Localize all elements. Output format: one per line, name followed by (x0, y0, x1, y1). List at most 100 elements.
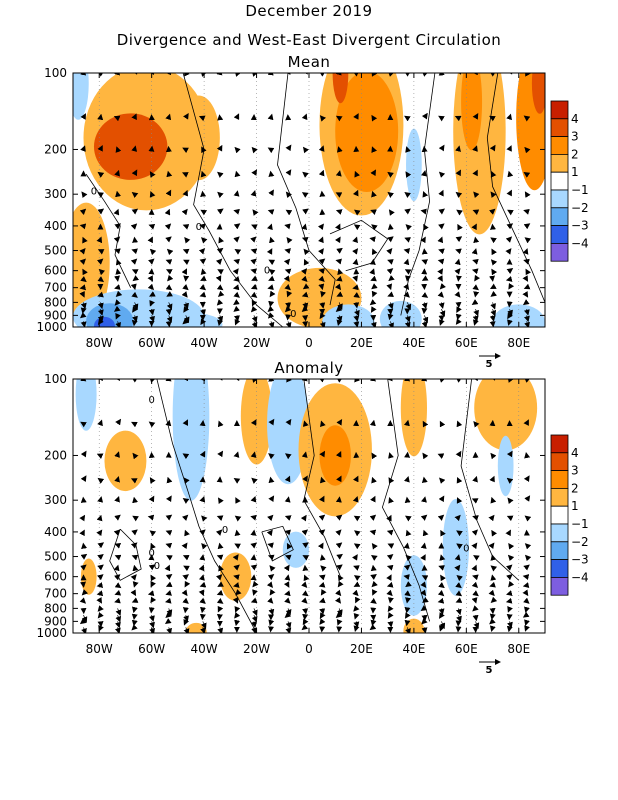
wind-vector (79, 597, 87, 604)
wind-vector (490, 237, 497, 244)
wind-vector (217, 581, 224, 587)
wind-vector (251, 275, 258, 281)
wind-vector (81, 589, 89, 596)
wind-vector (506, 625, 513, 633)
wind-vector (81, 191, 88, 199)
wind-vector (439, 612, 445, 619)
colorbar-swatch (550, 434, 569, 454)
wind-vector (506, 450, 513, 458)
wind-vector (97, 308, 104, 316)
wind-vector (200, 170, 207, 178)
wind-vector (165, 259, 173, 265)
wind-vector (285, 608, 292, 616)
wind-vector (455, 313, 462, 321)
wind-vector (198, 589, 205, 597)
wind-vector (148, 258, 155, 265)
wind-vector (184, 237, 191, 244)
wind-vector (130, 223, 138, 230)
wind-vector (506, 189, 512, 197)
wind-vector (523, 475, 530, 482)
wind-vector (353, 321, 360, 327)
wind-vector (353, 224, 361, 231)
wind-vector (524, 237, 532, 244)
wind-vector (284, 529, 291, 536)
wind-vector (302, 283, 310, 290)
wind-vector (166, 291, 173, 297)
wind-vector (149, 530, 157, 537)
wind-vector (336, 247, 343, 254)
colorbar-label: −4 (571, 570, 589, 584)
x-tick-label: 80E (507, 336, 530, 350)
wind-vector (472, 614, 479, 622)
wind-vector (114, 169, 120, 177)
wind-vector (234, 606, 241, 613)
wind-vector (216, 299, 224, 306)
wind-vector (284, 496, 291, 503)
contour-label: 0 (264, 266, 270, 277)
wind-vector (353, 621, 360, 628)
wind-vector (524, 515, 532, 522)
wind-vector (405, 581, 412, 588)
wind-vector (96, 590, 104, 597)
wind-vector (267, 514, 274, 522)
wind-vector (387, 302, 394, 310)
wind-vector (233, 478, 241, 484)
wind-vector (165, 236, 172, 243)
x-tick-label: 80W (86, 642, 113, 656)
wind-vector (302, 618, 309, 626)
x-tick-label: 60E (455, 336, 478, 350)
wind-vector (233, 258, 241, 265)
wind-vector (336, 619, 343, 626)
wind-vector (490, 496, 497, 504)
wind-vector (387, 171, 394, 178)
wind-vector (251, 315, 258, 323)
wind-vector (388, 496, 394, 504)
wind-vector (182, 554, 190, 561)
wind-vector (524, 619, 530, 626)
wind-vector (217, 450, 224, 458)
wind-vector (317, 542, 324, 550)
wind-vector (472, 113, 479, 120)
wind-vector (318, 268, 325, 275)
wind-vector (386, 248, 393, 255)
reference-vector-label: 5 (486, 665, 493, 676)
wind-vector (489, 283, 497, 290)
wind-vector (97, 542, 105, 549)
wind-vector (233, 113, 240, 120)
wind-vector (97, 249, 105, 255)
wind-vector (353, 302, 360, 309)
wind-vector (267, 542, 274, 549)
colorbar-label: −1 (571, 183, 589, 197)
wind-vector (200, 318, 207, 326)
wind-vector (302, 475, 308, 483)
wind-vector (404, 191, 411, 198)
wind-vector (97, 171, 105, 178)
y-tick-label: 1000 (36, 320, 67, 334)
wind-vector (524, 625, 530, 632)
wind-vector (198, 115, 206, 122)
wind-vector (149, 191, 156, 198)
y-tick-label: 700 (44, 281, 67, 295)
wind-vector (352, 589, 359, 597)
wind-vector (96, 597, 103, 604)
wind-vector (403, 248, 411, 254)
wind-vector (132, 73, 138, 75)
wind-vector (473, 421, 480, 428)
wind-vector (216, 284, 224, 291)
wind-vector (404, 315, 411, 323)
wind-vector (267, 284, 274, 291)
wind-vector (490, 596, 498, 604)
wind-vector (524, 191, 531, 198)
wind-vector (317, 223, 324, 231)
wind-vector (97, 496, 104, 503)
wind-vector (524, 146, 531, 154)
wind-vector (404, 208, 411, 215)
wind-vector (284, 223, 291, 230)
wind-vector (471, 498, 479, 504)
wind-vector (97, 192, 104, 198)
wind-vector (472, 319, 479, 326)
wind-vector (300, 268, 308, 275)
wind-vector (182, 147, 189, 154)
wind-vector (233, 223, 241, 230)
x-tick-label: 20E (350, 336, 373, 350)
